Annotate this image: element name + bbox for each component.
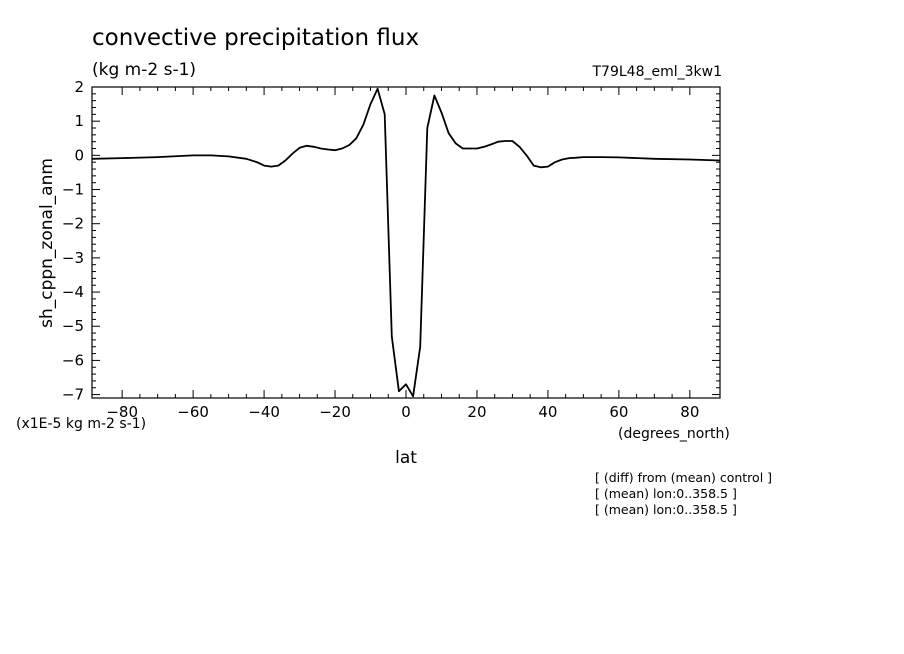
x-tick-label: 20 xyxy=(467,403,486,421)
x-tick-label: −40 xyxy=(248,403,280,421)
x-tick-label: 0 xyxy=(401,403,411,421)
x-tick-label: −60 xyxy=(177,403,209,421)
y-scale-note: (x1E-5 kg m-2 s-1) xyxy=(16,416,146,432)
y-tick-label: −4 xyxy=(62,283,84,301)
y-tick-label: −6 xyxy=(62,351,84,369)
x-tick-label: 80 xyxy=(680,403,699,421)
y-tick-label: 0 xyxy=(74,146,84,164)
chart-subtitle: (kg m-2 s-1) xyxy=(92,60,196,80)
y-tick-label: −7 xyxy=(62,386,84,404)
y-tick-label: −3 xyxy=(62,249,84,267)
y-axis-ticks: 2 1 0 −1 −2 −3 −4 −5 −6 −7 xyxy=(62,78,720,404)
annotation-line-2: [ (mean) lon:0..358.5 ] xyxy=(595,486,737,501)
x-tick-label: −80 xyxy=(106,403,138,421)
x-tick-label: 60 xyxy=(609,403,628,421)
x-tick-label: 40 xyxy=(538,403,557,421)
annotation-line-1: [ (diff) from (mean) control ] xyxy=(595,470,772,485)
y-tick-label: 1 xyxy=(74,112,84,130)
run-label: T79L48_eml_3kw1 xyxy=(592,64,723,80)
plot-frame xyxy=(91,86,721,399)
y-axis-label: sh_cppn_zonal_anm xyxy=(37,158,57,328)
chart-title: convective precipitation flux xyxy=(92,25,419,51)
y-tick-label: −1 xyxy=(62,181,84,199)
y-tick-label: −5 xyxy=(62,317,84,335)
y-tick-label: 2 xyxy=(74,78,84,96)
annotation-line-3: [ (mean) lon:0..358.5 ] xyxy=(595,502,737,517)
x-tick-label: −20 xyxy=(319,403,351,421)
y-tick-label: −2 xyxy=(62,215,84,233)
x-axis-label: lat xyxy=(395,448,417,468)
series-line xyxy=(91,87,721,398)
x-axis-ticks: −80 −60 −40 −20 0 20 40 60 80 xyxy=(106,87,699,421)
x-units-label: (degrees_north) xyxy=(618,426,730,442)
